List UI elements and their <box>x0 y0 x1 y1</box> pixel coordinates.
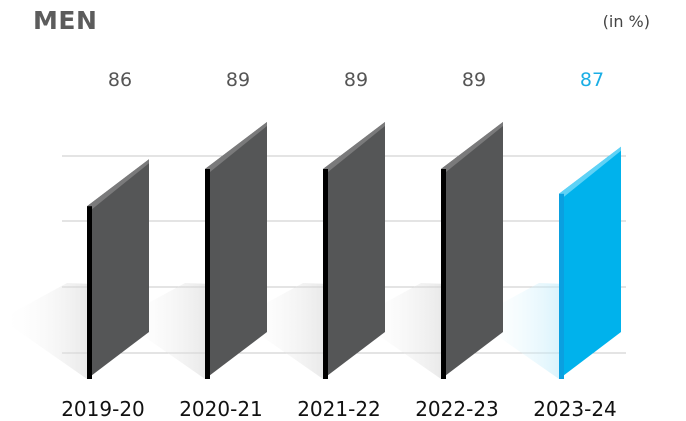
bar-top-edge <box>441 122 503 172</box>
unit-label: (in %) <box>602 12 650 31</box>
value-label: 86 <box>108 69 132 91</box>
category-label: 2022-23 <box>415 397 499 421</box>
bar <box>323 122 385 379</box>
category-label: 2021-22 <box>297 397 381 421</box>
bar-front-edge <box>559 193 564 379</box>
bar <box>441 122 503 379</box>
chart-title: MEN <box>33 6 98 35</box>
bar <box>205 122 267 379</box>
bar-top-edge <box>87 159 149 210</box>
bar-front-edge <box>441 169 446 379</box>
bar-front-edge <box>323 169 328 379</box>
category-label: 2020-21 <box>179 397 263 421</box>
value-labels: 86 89 89 89 87 <box>108 69 604 91</box>
category-labels: 2019-20 2020-21 2021-22 2022-23 2023-24 <box>61 397 617 421</box>
value-label: 89 <box>344 69 368 91</box>
bar <box>87 159 149 379</box>
bar-front-edge <box>87 206 92 379</box>
bar-face <box>559 146 621 379</box>
bar-top-edge <box>323 122 385 172</box>
value-label: 89 <box>226 69 250 91</box>
bar-top-edge <box>559 146 621 197</box>
category-label: 2023-24 <box>533 397 617 421</box>
value-label: 89 <box>462 69 486 91</box>
bar-face <box>205 122 267 379</box>
value-label: 87 <box>580 69 604 91</box>
bar-face <box>323 122 385 379</box>
bars <box>87 122 621 379</box>
category-label: 2019-20 <box>61 397 145 421</box>
bar-front-edge <box>205 169 210 379</box>
bar-face <box>87 159 149 379</box>
bar-face <box>441 122 503 379</box>
bar <box>559 146 621 379</box>
bar-top-edge <box>205 122 267 172</box>
